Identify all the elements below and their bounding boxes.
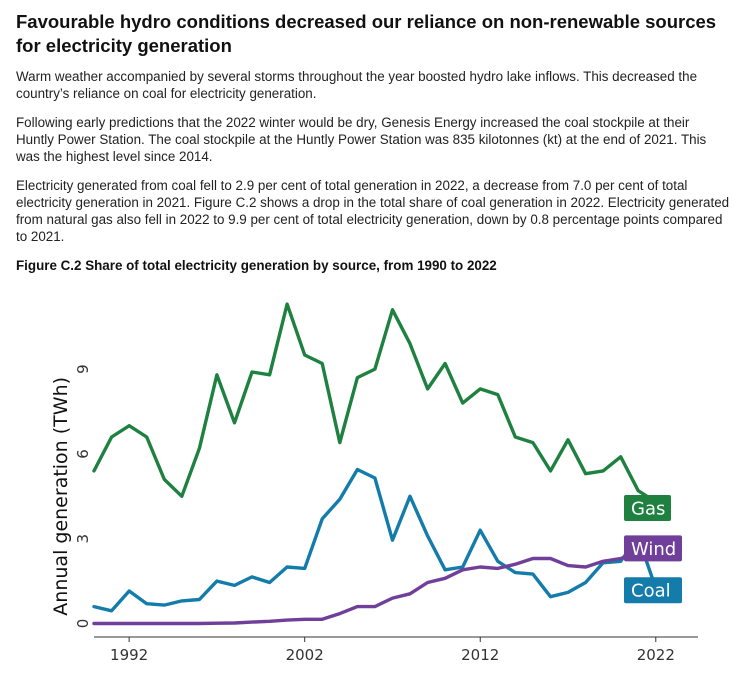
legend-tag-gas: [624, 494, 671, 521]
x-tick-label: 2022: [637, 646, 675, 664]
legend-label-gas: Gas: [631, 498, 665, 519]
series-line-gas: [92, 302, 658, 504]
y-tick-label: 6: [74, 449, 92, 459]
figure-title: Figure C.2 Share of total electricity ge…: [16, 258, 497, 273]
legend-label-coal: Coal: [631, 581, 671, 602]
series-line-wind: [92, 542, 658, 626]
legend-tag-coal: [624, 577, 682, 604]
paragraph-2: Following early predictions that the 202…: [16, 115, 707, 164]
paragraph-3: Electricity generated from coal fell to …: [16, 178, 730, 244]
legend-tag-wind: [624, 535, 682, 562]
series-line-coal: [92, 467, 658, 613]
x-tick-label: 1992: [110, 646, 148, 664]
y-tick-label: 3: [74, 534, 92, 544]
article: Favourable hydro conditions decreased ou…: [16, 10, 730, 274]
y-tick-label: 0: [74, 619, 92, 629]
page-title: Favourable hydro conditions decreased ou…: [16, 11, 717, 56]
y-tick-label: 9: [74, 364, 92, 374]
x-tick-label: 2002: [286, 646, 324, 664]
legend-label-wind: Wind: [631, 539, 676, 560]
paragraph-1: Warm weather accompanied by several stor…: [16, 69, 698, 101]
y-axis-label: Annual generation (TWh): [50, 377, 72, 616]
x-tick-label: 2012: [461, 646, 499, 664]
